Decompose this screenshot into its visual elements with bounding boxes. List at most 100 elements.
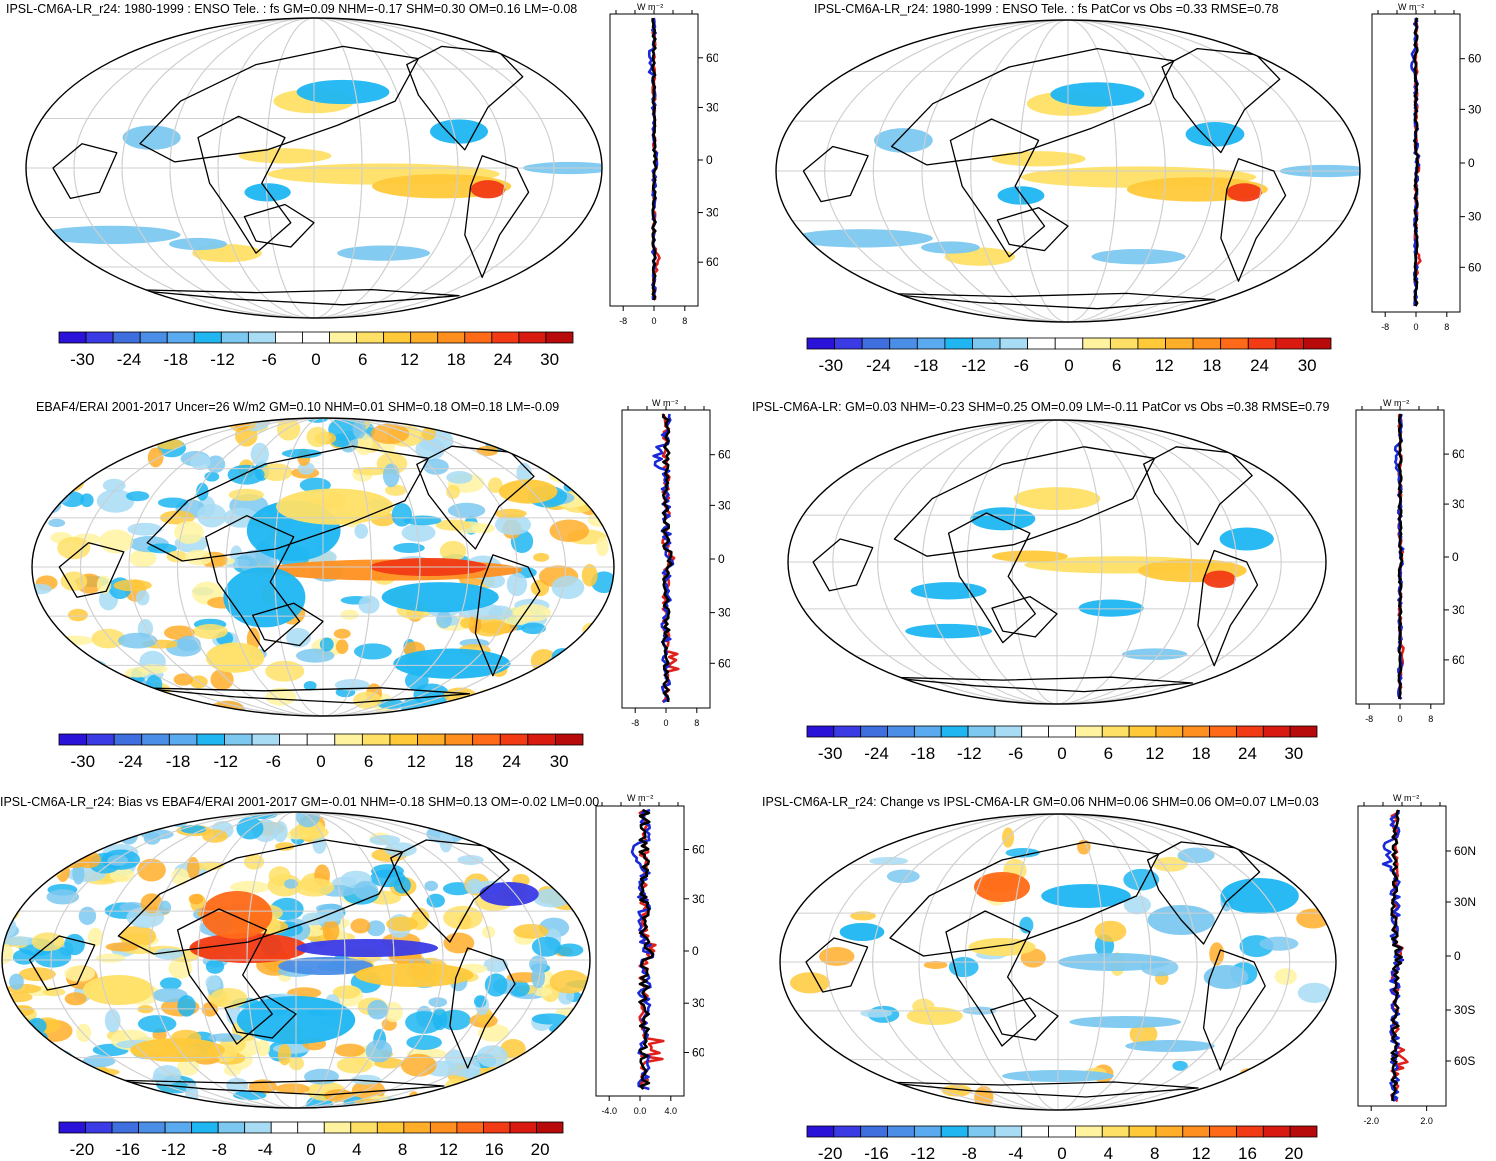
map-anomaly-patch: [48, 518, 66, 528]
map-anomaly-patch: [91, 628, 126, 649]
coastline: [882, 676, 1194, 693]
map-anomaly-patch: [788, 815, 818, 835]
profile-x-label: 8: [682, 316, 687, 326]
map-anomaly-patch: [119, 825, 139, 845]
map-anomaly-patch: [494, 514, 532, 536]
profile-lat-label: 60N: [692, 843, 704, 857]
coastline: [991, 595, 1058, 638]
colorbar-tick-label: -12: [961, 356, 986, 375]
map-anomaly-patch: [340, 609, 359, 620]
profile-x-label: 0.0: [634, 1106, 647, 1116]
map-anomaly-patch: [520, 1059, 541, 1077]
map-anomaly-patch: [1286, 824, 1318, 841]
colorbar-tick-label: -24: [118, 752, 143, 771]
colorbar-tick-label: -30: [818, 744, 843, 763]
map-anomaly-patch: [56, 472, 85, 492]
map-anomaly-patch: [32, 428, 48, 449]
map-anomaly-patch: [405, 1011, 443, 1034]
map-anomaly-patch: [23, 1065, 60, 1080]
colorbar-tick-label: 0: [1057, 744, 1066, 763]
colorbar-swatch: [860, 1125, 888, 1138]
map-anomaly-patch: [516, 689, 551, 712]
profile-lat-label: 30S: [692, 996, 704, 1010]
map-anomaly-patch: [416, 812, 433, 820]
map-anomaly-patch: [192, 624, 228, 639]
map-anomaly-patch: [336, 1056, 373, 1074]
map-anomaly-patch: [519, 841, 551, 853]
map-anomaly-patch: [532, 688, 570, 699]
map-anomaly-patch: [974, 872, 1030, 902]
map-bias: [1, 811, 591, 1109]
map-anomaly-patch: [1203, 965, 1249, 989]
unit-label: W m⁻²: [637, 2, 664, 12]
colorbar-tick-label: 4: [1104, 1144, 1113, 1161]
map-anomaly-patch: [147, 447, 164, 468]
map-anomaly-patch: [27, 1086, 55, 1108]
map-anomaly-patch: [32, 498, 48, 516]
colorbar-tick-label: 12: [1192, 1144, 1211, 1161]
colorbar-swatch: [1128, 725, 1157, 738]
colorbar-swatch: [1128, 1125, 1157, 1138]
coastline: [58, 542, 125, 598]
map-anomaly-patch: [87, 927, 103, 947]
map-anomaly-patch: [476, 445, 499, 457]
coastline: [176, 908, 273, 1045]
map-anomaly-patch: [1274, 968, 1297, 985]
map-anomaly-patch: [393, 648, 511, 679]
colorbar-tick-label: 0: [311, 350, 320, 369]
map-anomaly-patch: [332, 985, 361, 999]
map-anomaly-patch: [223, 1064, 242, 1076]
map-anomaly-patch: [174, 520, 204, 544]
colorbar-swatch: [913, 725, 942, 738]
map-anomaly-patch: [367, 999, 388, 1020]
map-anomaly-patch: [494, 508, 527, 519]
map-anomaly-patch: [459, 812, 480, 831]
profile-lat-label: 0: [1454, 949, 1461, 963]
coastline: [197, 115, 292, 254]
colorbar-swatch: [1048, 725, 1076, 738]
map-anomaly-patch: [549, 519, 590, 543]
map-anomaly-patch: [370, 423, 410, 444]
profile-x-label: -8: [1365, 714, 1373, 724]
map-anomaly-patch: [391, 503, 413, 527]
colorbar-tick-label: -8: [962, 1144, 977, 1161]
colorbar-swatch: [889, 337, 918, 350]
map-anomaly-patch: [68, 608, 88, 622]
colorbar-swatch: [164, 1121, 193, 1134]
colorbar-swatch: [806, 337, 835, 350]
coastline: [243, 203, 315, 248]
map-anomaly-patch: [439, 540, 467, 562]
map-anomaly-patch: [531, 1013, 569, 1025]
map-anomaly-patch: [1122, 648, 1188, 660]
map-anomaly-patch: [176, 635, 201, 652]
profile-x-label: -4.0: [601, 1106, 617, 1116]
map-anomaly-patch: [46, 889, 80, 905]
map-anomaly-patch: [386, 916, 418, 932]
colorbar-swatch: [1289, 725, 1318, 738]
map-anomaly-patch: [32, 699, 47, 709]
colorbar-swatch: [410, 331, 439, 344]
map-anomaly-patch: [445, 1078, 465, 1094]
colorbar-swatch: [139, 331, 168, 344]
map-anomaly-patch: [41, 225, 181, 245]
map-anomaly-patch: [410, 812, 435, 822]
map-anomaly-patch: [2, 812, 20, 819]
colorbar-swatch: [1247, 337, 1277, 350]
profile-lat-label: 30: [1468, 210, 1482, 224]
profile-x-label: 2.0: [1420, 1116, 1433, 1126]
profile-x-label: 0: [663, 718, 668, 728]
profile-lat-label: 0: [1452, 550, 1459, 564]
map-anomaly-patch: [304, 1068, 340, 1085]
colorbar-swatch: [509, 1121, 537, 1134]
map-anomaly-patch: [228, 488, 264, 501]
map-anomaly-patch: [78, 906, 97, 925]
map-anomaly-patch: [101, 812, 126, 827]
profile-lat-label: 30N: [1452, 497, 1464, 511]
coastline: [127, 288, 460, 306]
map-anomaly-patch: [571, 451, 610, 468]
colorbar-tick-label: 6: [358, 350, 367, 369]
map-anomaly-patch: [455, 1099, 489, 1108]
coastline: [878, 1081, 1199, 1098]
colorbar-swatch: [1220, 337, 1249, 350]
colorbar-tick-label: -6: [262, 350, 277, 369]
